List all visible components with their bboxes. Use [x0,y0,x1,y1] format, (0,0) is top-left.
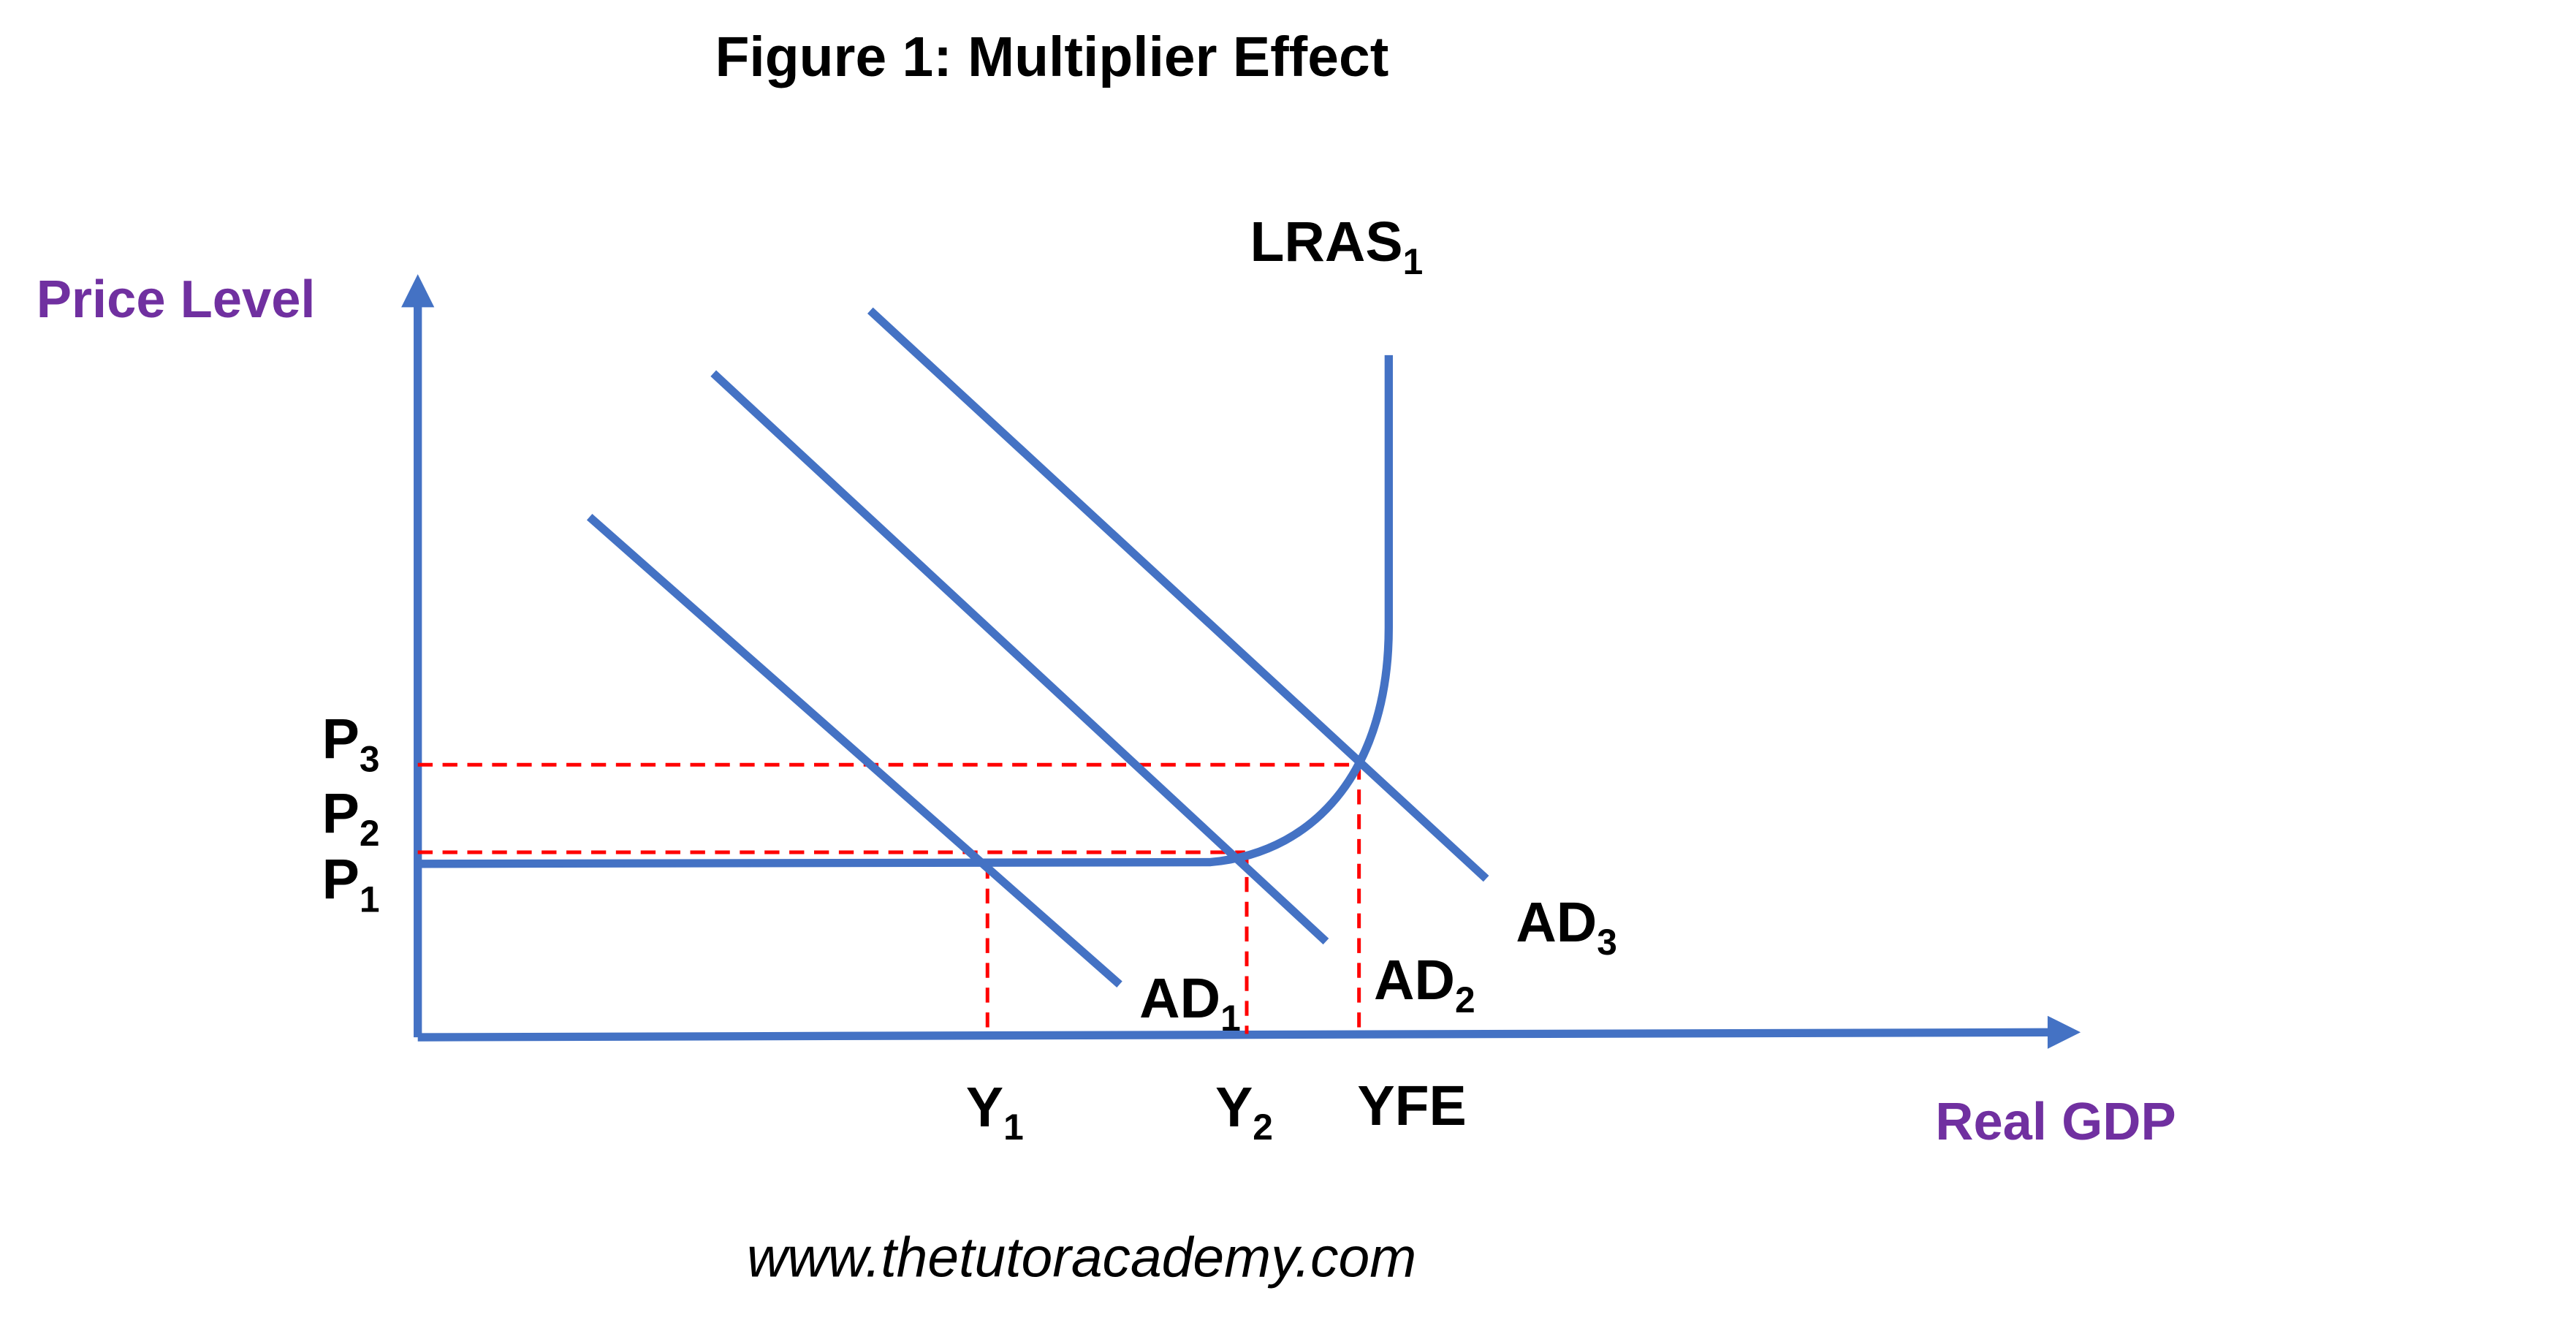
lras-label: LRAS1 [1250,211,1424,282]
x-axis [417,1028,2054,1042]
price-label: P3 [322,708,380,779]
x-arrow [2047,1015,2081,1049]
output-label: Y1 [966,1076,1024,1148]
price-label: P1 [322,848,380,920]
ad2-curve [710,370,1329,945]
ad3-curve [867,307,1489,882]
ad3-label: AD3 [1516,891,1617,963]
footer-url: www.thetutoracademy.com [747,1227,1416,1289]
ad2-label: AD2 [1374,949,1475,1020]
y-axis-label: Price Level [37,270,316,329]
price-label: P2 [322,782,380,854]
ad1-curve [586,514,1122,987]
output-label: Y2 [1215,1076,1273,1148]
lras-curve [417,355,1393,868]
title: Figure 1: Multiplier Effect [715,26,1388,88]
y-arrow [401,274,435,308]
x-axis-label: Real GDP [1935,1093,2176,1151]
output-label: YFE [1357,1074,1466,1137]
ad1-label: AD1 [1139,967,1241,1039]
